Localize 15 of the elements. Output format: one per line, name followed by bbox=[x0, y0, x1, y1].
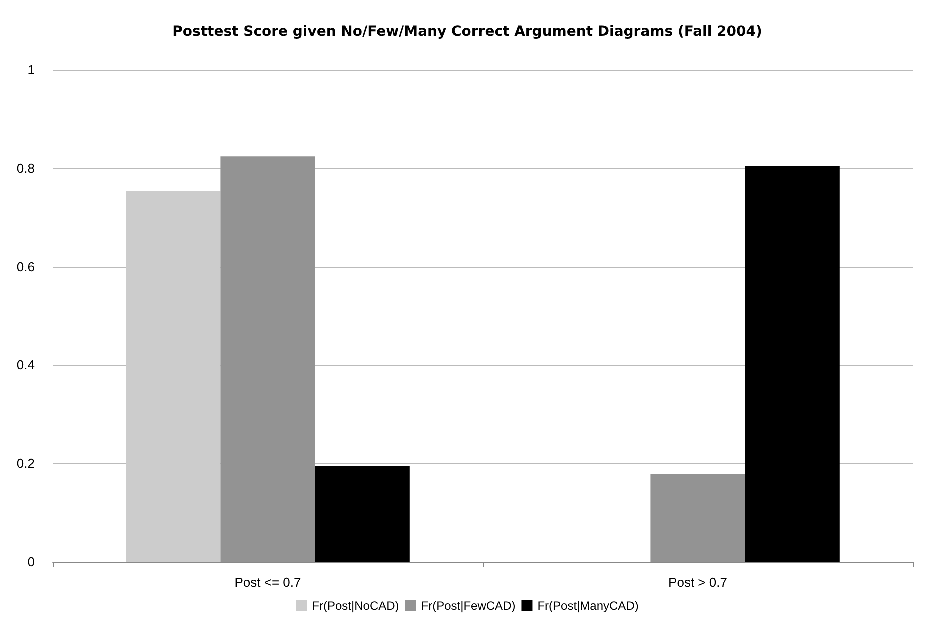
legend-label: Fr(Post|NoCAD) bbox=[312, 599, 400, 613]
legend-label: Fr(Post|FewCAD) bbox=[421, 599, 516, 613]
y-tick-label: 0.2 bbox=[16, 456, 35, 472]
legend-label: Fr(Post|ManyCAD) bbox=[538, 599, 639, 613]
y-tick-label: 0.8 bbox=[16, 160, 35, 176]
chart-title: Posttest Score given No/Few/Many Correct Argument Diagrams (Fall 2004) bbox=[172, 24, 762, 40]
x-tick-label: Post <= 0.7 bbox=[234, 575, 302, 590]
x-tick-label: Post > 0.7 bbox=[668, 575, 728, 590]
bar bbox=[315, 466, 410, 562]
y-tick-label: 0.4 bbox=[16, 358, 35, 373]
bar bbox=[126, 191, 221, 562]
bar bbox=[745, 166, 840, 562]
y-tick-label: 1 bbox=[28, 62, 35, 78]
y-tick-label: 0.6 bbox=[16, 259, 35, 274]
y-tick-label: 0 bbox=[28, 554, 35, 570]
